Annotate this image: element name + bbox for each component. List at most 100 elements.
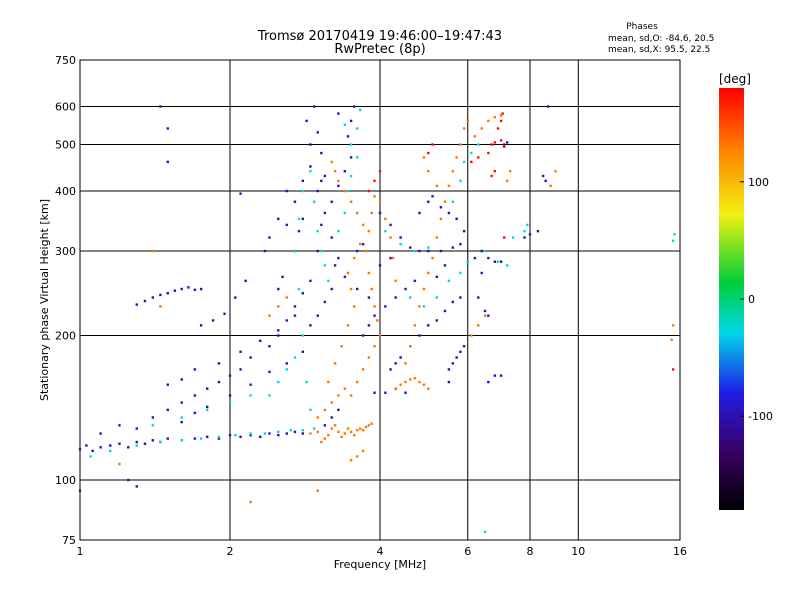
data-point bbox=[435, 275, 438, 279]
data-point bbox=[309, 143, 312, 146]
data-point bbox=[327, 433, 330, 437]
data-point bbox=[159, 293, 162, 297]
data-point bbox=[127, 446, 130, 449]
data-point bbox=[343, 387, 347, 390]
data-point bbox=[293, 430, 297, 434]
data-point bbox=[490, 174, 493, 178]
data-point bbox=[316, 489, 319, 492]
data-point bbox=[346, 324, 350, 327]
data-point bbox=[91, 449, 94, 453]
data-point bbox=[418, 380, 421, 384]
data-point bbox=[394, 296, 397, 299]
data-point bbox=[349, 156, 353, 159]
data-point bbox=[330, 416, 333, 419]
data-point bbox=[422, 383, 426, 386]
data-point bbox=[487, 256, 490, 260]
data-point bbox=[451, 200, 455, 203]
colorbar-ticks: 100 0 -100 bbox=[740, 176, 773, 423]
data-point bbox=[346, 189, 350, 193]
data-point bbox=[259, 339, 262, 343]
data-point bbox=[413, 324, 417, 327]
data-point bbox=[301, 189, 305, 193]
data-point bbox=[499, 260, 503, 263]
data-point bbox=[301, 179, 305, 183]
data-point bbox=[199, 437, 203, 440]
data-point bbox=[180, 439, 183, 442]
data-point bbox=[99, 446, 102, 449]
data-point bbox=[671, 239, 675, 243]
data-point bbox=[285, 296, 288, 299]
data-point bbox=[447, 380, 451, 384]
data-point bbox=[277, 430, 280, 434]
data-point bbox=[228, 394, 232, 397]
data-point bbox=[297, 217, 301, 221]
data-point bbox=[355, 287, 359, 291]
data-point bbox=[143, 442, 147, 445]
data-point bbox=[249, 433, 252, 437]
data-point bbox=[671, 324, 675, 327]
data-point bbox=[293, 356, 297, 359]
data-point bbox=[451, 362, 455, 365]
data-point bbox=[384, 391, 387, 394]
data-points bbox=[78, 105, 676, 534]
data-point bbox=[493, 374, 497, 377]
data-point bbox=[394, 279, 397, 283]
data-point bbox=[180, 420, 183, 424]
data-point bbox=[263, 432, 267, 435]
data-point bbox=[205, 405, 209, 409]
data-point bbox=[413, 376, 417, 380]
data-point bbox=[166, 437, 169, 440]
data-point bbox=[493, 169, 497, 173]
data-point bbox=[451, 300, 455, 304]
y-tick-label: 75 bbox=[62, 534, 76, 547]
data-point bbox=[151, 416, 155, 419]
data-point bbox=[228, 401, 232, 404]
data-point bbox=[249, 500, 252, 504]
data-point bbox=[505, 264, 509, 267]
data-point bbox=[352, 433, 356, 437]
x-axis-ticks: 1 2 4 6 8 10 16 bbox=[77, 545, 688, 558]
data-point bbox=[337, 430, 340, 434]
data-point bbox=[399, 242, 402, 246]
data-point bbox=[435, 319, 438, 322]
data-point bbox=[285, 368, 288, 371]
data-point bbox=[337, 408, 340, 412]
data-point bbox=[431, 195, 434, 198]
data-point bbox=[349, 430, 353, 434]
data-point bbox=[330, 200, 333, 203]
data-point bbox=[193, 288, 197, 292]
colorbar bbox=[719, 88, 744, 510]
data-point bbox=[337, 256, 340, 260]
data-point bbox=[352, 105, 356, 108]
data-point bbox=[301, 217, 305, 221]
data-point bbox=[361, 449, 365, 453]
data-point bbox=[389, 368, 392, 371]
data-point bbox=[455, 156, 458, 159]
y-tick-label: 300 bbox=[55, 245, 76, 258]
data-point bbox=[427, 151, 430, 155]
data-point bbox=[349, 119, 353, 123]
data-point bbox=[337, 112, 340, 115]
data-point bbox=[309, 408, 312, 412]
data-point bbox=[355, 429, 359, 432]
data-point bbox=[554, 169, 557, 173]
data-point bbox=[447, 211, 451, 215]
data-point bbox=[544, 179, 547, 183]
data-point bbox=[330, 287, 333, 291]
data-point bbox=[320, 223, 323, 227]
data-point bbox=[670, 338, 673, 341]
data-point bbox=[384, 229, 387, 233]
data-point bbox=[466, 260, 469, 263]
data-point bbox=[459, 296, 462, 299]
data-point bbox=[447, 368, 451, 371]
data-point bbox=[309, 324, 312, 327]
data-point bbox=[151, 424, 155, 427]
data-point bbox=[427, 246, 430, 249]
data-point bbox=[301, 350, 305, 353]
data-point bbox=[499, 114, 503, 117]
data-point bbox=[277, 287, 280, 291]
x-tick-label: 4 bbox=[377, 545, 384, 558]
data-point bbox=[312, 105, 316, 108]
data-point bbox=[364, 425, 368, 429]
data-point bbox=[487, 119, 490, 123]
